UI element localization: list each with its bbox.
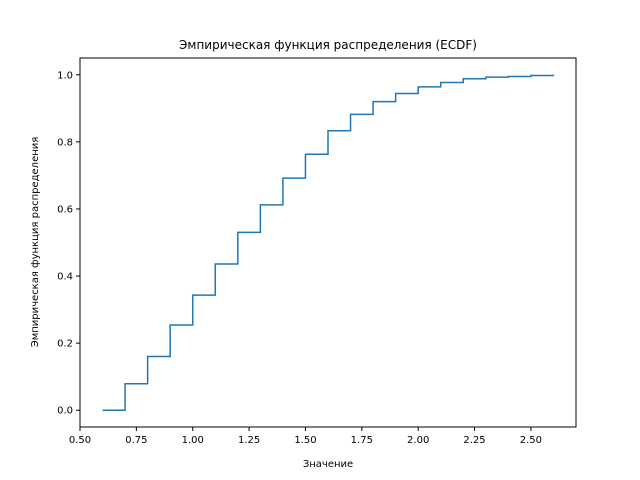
- y-tick-label: 0.4: [57, 272, 73, 283]
- y-tick-label: 0.6: [57, 204, 73, 215]
- x-tick-label: 2.00: [407, 435, 429, 446]
- x-tick-label: 0.50: [69, 435, 91, 446]
- y-axis-ticks: 0.0 0.2 0.4 0.6 0.8 1.0: [57, 70, 80, 417]
- x-tick-label: 0.75: [125, 435, 147, 446]
- plot-area: [79, 57, 577, 428]
- y-tick-label: 0.0: [57, 406, 73, 417]
- x-tick-label: 2.50: [520, 435, 542, 446]
- x-tick-label: 1.00: [182, 435, 204, 446]
- y-tick-label: 1.0: [57, 70, 73, 81]
- y-axis-label: Эмпирическая функция распределения: [30, 137, 41, 348]
- x-tick-label: 1.25: [238, 435, 260, 446]
- chart-title: Эмпирическая функция распределения (ECDF…: [179, 38, 477, 52]
- y-tick-label: 0.2: [57, 339, 73, 350]
- x-tick-label: 2.25: [463, 435, 485, 446]
- x-axis-ticks: 0.50 0.75 1.00 1.25 1.50 1.75 2.00 2.25 2.50: [69, 427, 542, 446]
- y-tick-label: 0.8: [57, 137, 73, 148]
- x-axis-label: Значение: [303, 459, 353, 470]
- series-layer: [102, 74, 555, 411]
- ecdf-step-line: [102, 74, 555, 411]
- x-tick-label: 1.75: [351, 435, 373, 446]
- axes-frame: [79, 57, 577, 428]
- x-tick-label: 1.50: [294, 435, 316, 446]
